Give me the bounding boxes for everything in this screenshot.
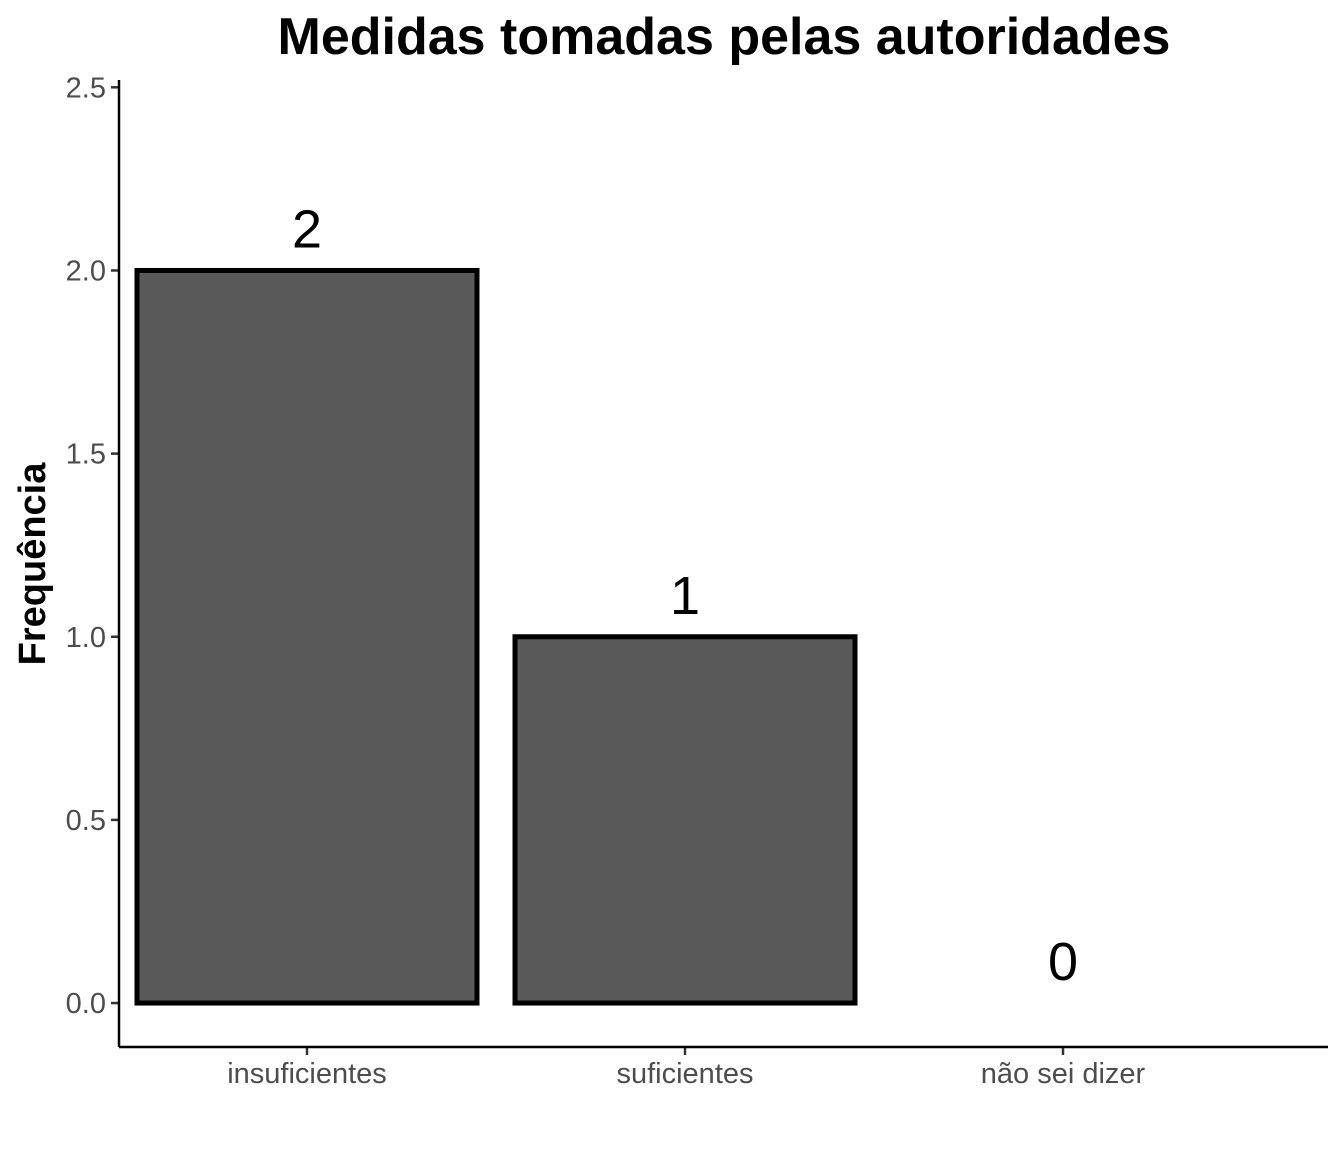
chart-title: Medidas tomadas pelas autoridades [278,8,1171,66]
y-tick-label-0: 0.0 [66,988,106,1020]
y-tick-label-3: 1.5 [66,439,106,471]
bar-0 [134,267,480,1006]
y-axis-label: Frequência [12,462,54,666]
x-tick-label-0: insuficientes [227,1058,387,1090]
data-label-0: 2 [292,199,322,259]
y-tick-label-5: 2.5 [66,72,106,104]
bar-1 [512,634,858,1006]
bars-group [134,267,858,1006]
x-tick-label-2: não sei dizer [981,1058,1146,1090]
y-tick-label-4: 2.0 [66,255,106,287]
data-label-2: 0 [1048,932,1078,992]
x-tick-label-1: suficientes [616,1058,753,1090]
y-axis-ticks: 0.0 0.5 1.0 1.5 2.0 2.5 [66,72,119,1020]
data-label-1: 1 [670,566,700,626]
y-tick-label-1: 0.5 [66,805,106,837]
y-tick-label-2: 1.0 [66,622,106,654]
data-labels-group: 2 1 0 [292,199,1078,992]
x-axis-ticks: insuficientes suficientes não sei dizer [227,1047,1146,1090]
